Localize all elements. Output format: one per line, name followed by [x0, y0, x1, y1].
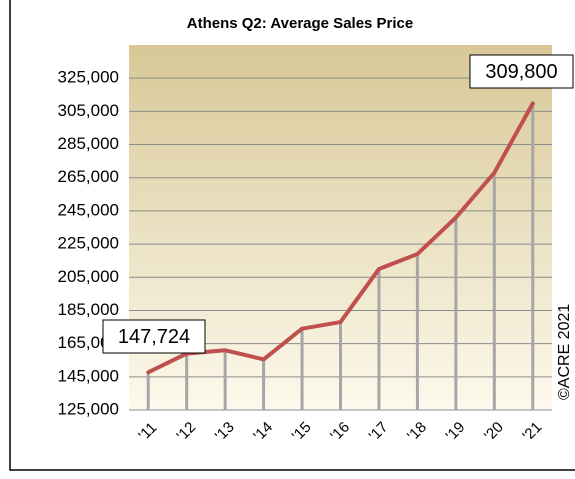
x-tick-label: '13 — [212, 419, 238, 445]
y-tick-label: 305,000 — [58, 101, 119, 120]
frame — [9, 0, 575, 471]
y-tick-label: 265,000 — [58, 167, 119, 186]
value-label-box — [102, 319, 206, 354]
x-tick-label: '12 — [173, 419, 199, 445]
credit: ©ACRE 2021 — [556, 304, 573, 400]
value-label: 147,724 — [118, 326, 190, 348]
y-tick-label: 285,000 — [58, 134, 119, 153]
x-tick-label: '19 — [443, 419, 469, 445]
x-tick-label: '21 — [519, 419, 545, 445]
y-tick-label: 145,000 — [58, 366, 119, 385]
y-tick-label: 185,000 — [58, 300, 119, 319]
x-tick-label: '14 — [250, 419, 276, 445]
y-tick-label: 325,000 — [58, 68, 119, 87]
value-label-box — [469, 54, 574, 89]
x-tick-label: '11 — [135, 419, 160, 444]
y-tick-label: 225,000 — [58, 234, 119, 253]
chart-title: Athens Q2: Average Sales Price — [187, 15, 414, 32]
x-tick-label: '15 — [289, 419, 315, 445]
x-tick-label: '16 — [327, 419, 353, 445]
line — [146, 101, 535, 375]
value-label: 309,800 — [485, 61, 557, 83]
y-tick-label: 205,000 — [58, 267, 119, 286]
x-tick-label: '20 — [481, 419, 507, 445]
y-tick-label: 125,000 — [58, 399, 119, 418]
y-tick-label: 245,000 — [58, 200, 119, 219]
x-tick-label: '18 — [404, 419, 430, 445]
x-tick-label: '17 — [366, 419, 392, 445]
